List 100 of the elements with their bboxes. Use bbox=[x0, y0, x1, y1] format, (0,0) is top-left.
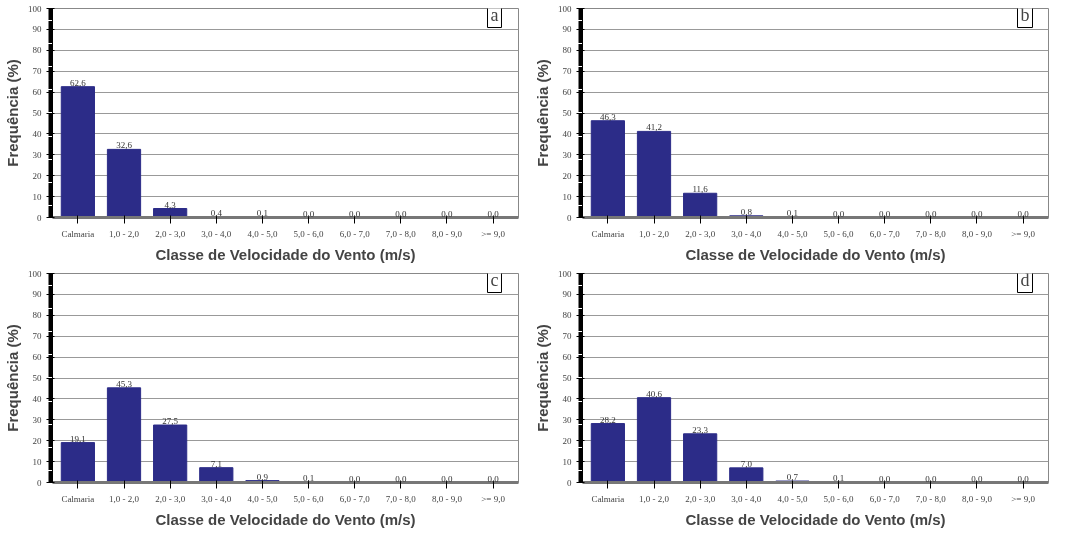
y-tick-label: 100 bbox=[558, 3, 572, 14]
data-label: 0,4 bbox=[210, 207, 223, 218]
data-label: 41,2 bbox=[646, 122, 662, 133]
y-tick-label: 90 bbox=[32, 24, 42, 35]
y-tick-label: 30 bbox=[562, 414, 572, 425]
y-tick-label: 80 bbox=[32, 45, 42, 56]
data-label: 62,6 bbox=[70, 77, 87, 88]
data-label: 0,0 bbox=[487, 473, 500, 484]
x-tick-label: 7,0 - 8,0 bbox=[915, 228, 947, 239]
data-label: 0,0 bbox=[395, 473, 407, 484]
y-tick-label: 50 bbox=[32, 108, 42, 118]
x-tick-label: 4,0 - 5,0 bbox=[777, 493, 808, 504]
y-tick-label: 50 bbox=[562, 373, 572, 383]
data-label: 7,1 bbox=[210, 458, 222, 469]
data-label: 0,1 bbox=[302, 473, 315, 484]
y-tick-label: 100 bbox=[558, 268, 572, 279]
x-tick-label: Calmaria bbox=[61, 493, 95, 504]
y-tick-label: 60 bbox=[562, 87, 572, 98]
data-label: 46,3 bbox=[600, 111, 617, 122]
y-tick-label: 20 bbox=[562, 435, 572, 446]
data-label: 0,0 bbox=[441, 208, 454, 219]
y-axis-title: Frequência (%) bbox=[4, 324, 21, 432]
y-tick-label: 0 bbox=[567, 212, 572, 223]
x-tick-label: 5,0 - 6,0 bbox=[823, 228, 855, 239]
y-tick-label: 90 bbox=[32, 289, 42, 300]
x-tick-label: >= 9,0 bbox=[1011, 493, 1036, 504]
data-label: 4,3 bbox=[164, 199, 177, 210]
y-tick-label: 0 bbox=[37, 477, 42, 488]
data-label: 40,6 bbox=[646, 388, 663, 399]
y-tick-label: 60 bbox=[32, 87, 42, 98]
data-label: 28,2 bbox=[600, 414, 616, 425]
x-tick-label: 2,0 - 3,0 bbox=[155, 228, 186, 239]
x-tick-label: >= 9,0 bbox=[481, 493, 506, 504]
y-axis-title: Frequência (%) bbox=[4, 59, 21, 167]
x-axis-title: Classe de Velocidade do Vento (m/s) bbox=[685, 245, 946, 263]
data-label: 32,6 bbox=[116, 140, 133, 151]
x-tick-label: 1,0 - 2,0 bbox=[639, 228, 670, 239]
x-tick-label: 5,0 - 6,0 bbox=[823, 493, 855, 504]
x-axis-title: Classe de Velocidade do Vento (m/s) bbox=[155, 510, 416, 528]
data-label: 0,0 bbox=[832, 208, 845, 219]
x-tick-label: 6,0 - 7,0 bbox=[339, 493, 371, 504]
x-tick-label: 6,0 - 7,0 bbox=[339, 228, 371, 239]
x-tick-label: 3,0 - 4,0 bbox=[731, 228, 762, 239]
y-tick-label: 10 bbox=[32, 456, 42, 467]
x-tick-label: 7,0 - 8,0 bbox=[385, 493, 417, 504]
y-tick-label: 70 bbox=[32, 331, 42, 342]
y-tick-label: 80 bbox=[562, 45, 572, 56]
y-tick-label: 10 bbox=[562, 191, 572, 202]
annotation: a bbox=[490, 4, 499, 25]
data-label: 11,6 bbox=[692, 184, 709, 195]
data-label: 0,1 bbox=[256, 208, 269, 219]
x-tick-label: 8,0 - 9,0 bbox=[431, 493, 463, 504]
y-tick-label: 70 bbox=[562, 66, 572, 77]
data-label: 0,0 bbox=[879, 473, 891, 484]
y-tick-label: 20 bbox=[32, 435, 42, 446]
y-tick-label: 30 bbox=[32, 414, 42, 425]
x-axis-title: Classe de Velocidade do Vento (m/s) bbox=[685, 510, 946, 528]
x-tick-label: 6,0 - 7,0 bbox=[869, 228, 901, 239]
x-tick-label: 8,0 - 9,0 bbox=[961, 493, 993, 504]
y-tick-label: 0 bbox=[567, 477, 572, 488]
y-tick-label: 40 bbox=[32, 393, 42, 404]
x-tick-label: 3,0 - 4,0 bbox=[731, 493, 762, 504]
y-tick-label: 20 bbox=[562, 170, 572, 181]
data-label: 0,0 bbox=[971, 208, 984, 219]
annotation: c bbox=[490, 269, 499, 290]
data-label: 19,1 bbox=[70, 433, 86, 444]
data-label: 0,0 bbox=[487, 208, 500, 219]
x-tick-label: 4,0 - 5,0 bbox=[247, 493, 278, 504]
x-tick-label: 2,0 - 3,0 bbox=[155, 493, 186, 504]
y-tick-label: 40 bbox=[32, 128, 42, 139]
data-label: 0,0 bbox=[349, 473, 361, 484]
x-tick-label: Calmaria bbox=[591, 228, 625, 239]
y-tick-label: 60 bbox=[32, 352, 42, 363]
y-tick-label: 50 bbox=[562, 108, 572, 118]
data-label: 0,0 bbox=[1017, 208, 1030, 219]
x-tick-label: Calmaria bbox=[591, 493, 625, 504]
y-tick-label: 90 bbox=[562, 289, 572, 300]
y-tick-label: 80 bbox=[562, 310, 572, 321]
y-tick-label: 100 bbox=[28, 3, 42, 14]
y-tick-label: 50 bbox=[32, 373, 42, 383]
x-tick-label: 7,0 - 8,0 bbox=[915, 493, 947, 504]
x-tick-label: 3,0 - 4,0 bbox=[201, 493, 232, 504]
y-tick-label: 80 bbox=[32, 310, 42, 321]
data-label: 0,0 bbox=[441, 473, 454, 484]
data-label: 45,3 bbox=[116, 378, 133, 389]
x-tick-label: >= 9,0 bbox=[1011, 228, 1036, 239]
data-label: 0,0 bbox=[925, 208, 937, 219]
x-tick-label: 6,0 - 7,0 bbox=[869, 493, 901, 504]
data-label: 0,8 bbox=[740, 206, 753, 217]
annotation: b bbox=[1020, 4, 1030, 25]
y-axis-title: Frequência (%) bbox=[534, 324, 551, 432]
y-tick-label: 70 bbox=[562, 331, 572, 342]
annotation: d bbox=[1020, 269, 1030, 290]
x-tick-label: 7,0 - 8,0 bbox=[385, 228, 417, 239]
x-tick-label: 3,0 - 4,0 bbox=[201, 228, 232, 239]
data-label: 0,0 bbox=[879, 208, 891, 219]
x-tick-label: Calmaria bbox=[61, 228, 95, 239]
y-axis-title: Frequência (%) bbox=[534, 59, 551, 167]
x-tick-label: 1,0 - 2,0 bbox=[109, 228, 140, 239]
data-label: 0,1 bbox=[832, 473, 845, 484]
